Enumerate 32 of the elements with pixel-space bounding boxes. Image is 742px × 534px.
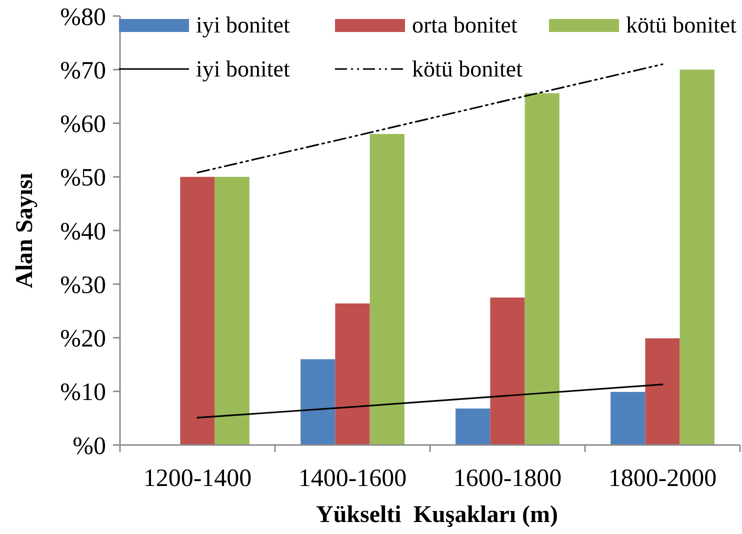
x-tick-label: 1400-1600 [298, 465, 407, 492]
x-tick-label: 1600-1800 [453, 465, 562, 492]
x-tick-label: 1800-2000 [608, 465, 717, 492]
bar [456, 408, 490, 445]
bar [180, 176, 215, 445]
y-tick-label: %10 [60, 379, 106, 406]
bar [490, 298, 525, 445]
y-tick-label: %0 [72, 432, 106, 460]
y-tick-label: %60 [60, 111, 106, 138]
bar [300, 359, 336, 445]
y-tick-label: %40 [60, 218, 106, 246]
bar [610, 392, 646, 445]
legend-label: orta bonitet [412, 12, 518, 38]
y-tick-label: %20 [60, 326, 106, 352]
y-tick-label: %80 [60, 4, 106, 31]
line-series [196, 384, 664, 418]
x-axis-title: Yükselti Kuşakları (m) [316, 502, 558, 528]
legend-label: iyi bonitet [196, 56, 291, 82]
y-tick-label: %70 [60, 57, 106, 84]
bar [680, 70, 714, 445]
x-tick-label: 1200-1400 [143, 465, 252, 492]
bar [645, 338, 680, 445]
bar [370, 134, 404, 445]
y-tick-label: %50 [60, 164, 106, 192]
legend-label: kötü bonitet [626, 12, 738, 38]
bar [214, 176, 250, 445]
y-tick-label: %30 [60, 272, 106, 299]
legend-label: kötü bonitet [412, 56, 524, 82]
y-axis-title: Alan Sayısı [12, 172, 38, 288]
legend-label: iyi bonitet [196, 12, 291, 38]
bar [335, 303, 370, 445]
bar [524, 93, 560, 445]
